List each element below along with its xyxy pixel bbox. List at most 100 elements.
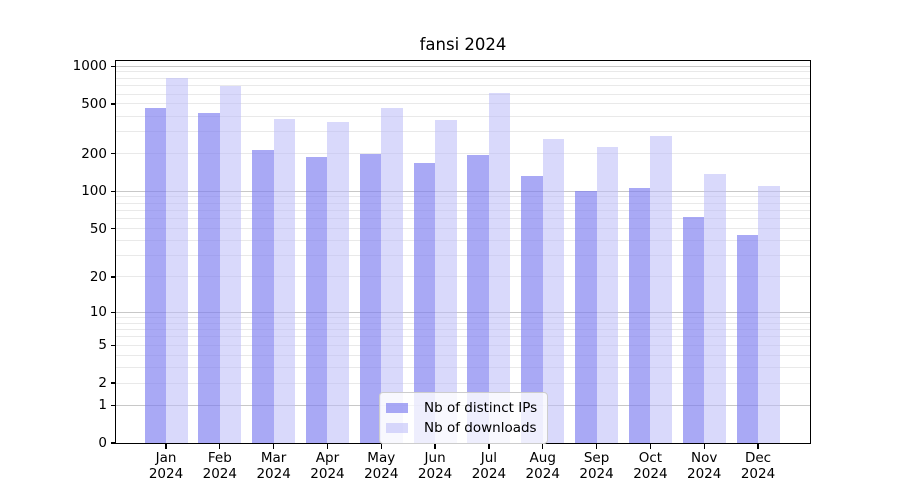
legend-label-downloads: Nb of downloads xyxy=(424,420,537,436)
y-gridline-20 xyxy=(116,276,810,278)
x-tick-year: 2024 xyxy=(364,465,399,482)
x-tick-year: 2024 xyxy=(202,465,237,482)
legend-swatch-downloads xyxy=(386,423,408,433)
legend-swatch-distinct-ips xyxy=(386,403,408,413)
bar-downloads-mar xyxy=(273,119,296,443)
x-tick-label-oct: Oct 2024 xyxy=(618,450,682,482)
x-tick-year: 2024 xyxy=(148,465,184,482)
plot-area xyxy=(115,60,811,444)
x-tick-label-feb: Feb 2024 xyxy=(188,450,252,482)
x-tick-mark-jun xyxy=(434,444,436,449)
x-tick-label-mar: Mar 2024 xyxy=(242,450,306,482)
y-tick-mark-1 xyxy=(111,404,116,406)
bar-distinct-ips-jun xyxy=(413,163,436,443)
x-tick-year: 2024 xyxy=(256,465,291,482)
bar-distinct-ips-apr xyxy=(305,156,328,443)
x-tick-mark-oct xyxy=(649,444,652,449)
bar-distinct-ips-sep xyxy=(575,191,597,443)
y-gridline-800 xyxy=(116,77,810,79)
x-tick-month: Mar xyxy=(260,450,287,466)
x-tick-mark-jul xyxy=(488,444,490,449)
bar-distinct-ips-nov xyxy=(682,217,705,443)
x-tick-label-sep: Sep 2024 xyxy=(565,450,629,482)
y-tick-label-1: 1 xyxy=(98,397,107,414)
x-tick-year: 2024 xyxy=(687,465,722,482)
x-tick-label-jun: Jun 2024 xyxy=(403,450,467,482)
y-tick-mark-10 xyxy=(111,311,116,313)
y-gridline-3 xyxy=(116,366,810,368)
legend-item-distinct-ips: Nb of distinct IPs xyxy=(386,398,537,418)
x-tick-mark-mar xyxy=(272,444,275,449)
y-tick-mark-100 xyxy=(111,190,116,192)
y-tick-label-5: 5 xyxy=(98,337,107,354)
y-gridline-40 xyxy=(116,239,810,241)
y-gridline-90 xyxy=(116,196,810,198)
y-tick-mark-5 xyxy=(111,344,116,346)
y-gridline-8 xyxy=(116,322,810,324)
bar-downloads-feb xyxy=(219,86,242,443)
y-gridline-5 xyxy=(116,344,810,346)
x-tick-label-jul: Jul 2024 xyxy=(457,450,521,482)
legend-item-downloads: Nb of downloads xyxy=(386,418,537,438)
y-tick-label-10: 10 xyxy=(89,304,107,321)
y-gridline-30 xyxy=(116,255,810,257)
y-tick-mark-1000 xyxy=(111,65,116,67)
bar-downloads-jan xyxy=(166,77,188,443)
x-tick-month: May xyxy=(367,450,396,466)
x-tick-year: 2024 xyxy=(471,465,507,482)
y-tick-mark-0 xyxy=(111,442,116,444)
chart-title: fansi 2024 xyxy=(419,35,507,54)
x-tick-year: 2024 xyxy=(633,465,668,482)
x-tick-mark-dec xyxy=(757,444,759,449)
bar-distinct-ips-oct xyxy=(628,188,651,443)
bar-distinct-ips-aug xyxy=(521,176,543,443)
x-tick-year: 2024 xyxy=(310,465,345,482)
x-tick-label-aug: Aug 2024 xyxy=(511,450,575,482)
bar-downloads-jun xyxy=(435,120,457,443)
x-tick-month: Apr xyxy=(315,450,340,466)
x-tick-mark-sep xyxy=(595,444,598,449)
x-tick-mark-feb xyxy=(219,444,221,449)
x-tick-month: Nov xyxy=(691,450,718,466)
bar-downloads-dec xyxy=(758,186,780,443)
legend: Nb of distinct IPs Nb of downloads xyxy=(379,392,549,444)
y-gridline-200 xyxy=(116,153,810,155)
x-tick-month: Jun xyxy=(424,450,446,466)
x-tick-year: 2024 xyxy=(579,465,614,482)
x-tick-month: Oct xyxy=(638,450,663,466)
y-gridline-300 xyxy=(116,131,810,133)
bar-distinct-ips-jan xyxy=(144,108,166,443)
y-gridline-70 xyxy=(116,210,810,211)
x-tick-month: Feb xyxy=(207,450,232,466)
bar-downloads-apr xyxy=(327,122,349,443)
y-gridline-400 xyxy=(116,115,810,117)
y-tick-mark-500 xyxy=(111,103,116,105)
x-tick-mark-apr xyxy=(326,444,329,449)
y-tick-mark-20 xyxy=(111,276,116,278)
x-tick-month: Aug xyxy=(529,450,556,466)
y-gridline-60 xyxy=(116,218,810,220)
x-tick-month: Dec xyxy=(744,450,772,466)
y-tick-label-1000: 1000 xyxy=(72,58,107,75)
x-tick-mark-may xyxy=(380,444,382,449)
y-tick-label-0: 0 xyxy=(98,435,107,451)
y-gridline-500 xyxy=(116,103,810,105)
y-gridline-1000 xyxy=(116,65,810,67)
y-tick-label-100: 100 xyxy=(81,183,107,200)
bar-downloads-sep xyxy=(596,147,619,443)
x-tick-month: Sep xyxy=(583,450,610,466)
y-gridline-7 xyxy=(116,329,810,331)
x-tick-month: Jul xyxy=(480,450,498,466)
bar-distinct-ips-may xyxy=(359,154,382,443)
y-gridline-10 xyxy=(116,311,810,313)
bar-distinct-ips-jul xyxy=(467,155,489,443)
bar-distinct-ips-mar xyxy=(252,150,274,443)
y-gridline-2 xyxy=(116,382,810,384)
y-tick-label-200: 200 xyxy=(81,145,107,162)
x-tick-mark-aug xyxy=(542,444,544,449)
x-tick-year: 2024 xyxy=(525,465,560,482)
y-gridline-100 xyxy=(116,190,810,192)
y-gridline-600 xyxy=(116,93,810,95)
x-tick-year: 2024 xyxy=(417,465,453,482)
